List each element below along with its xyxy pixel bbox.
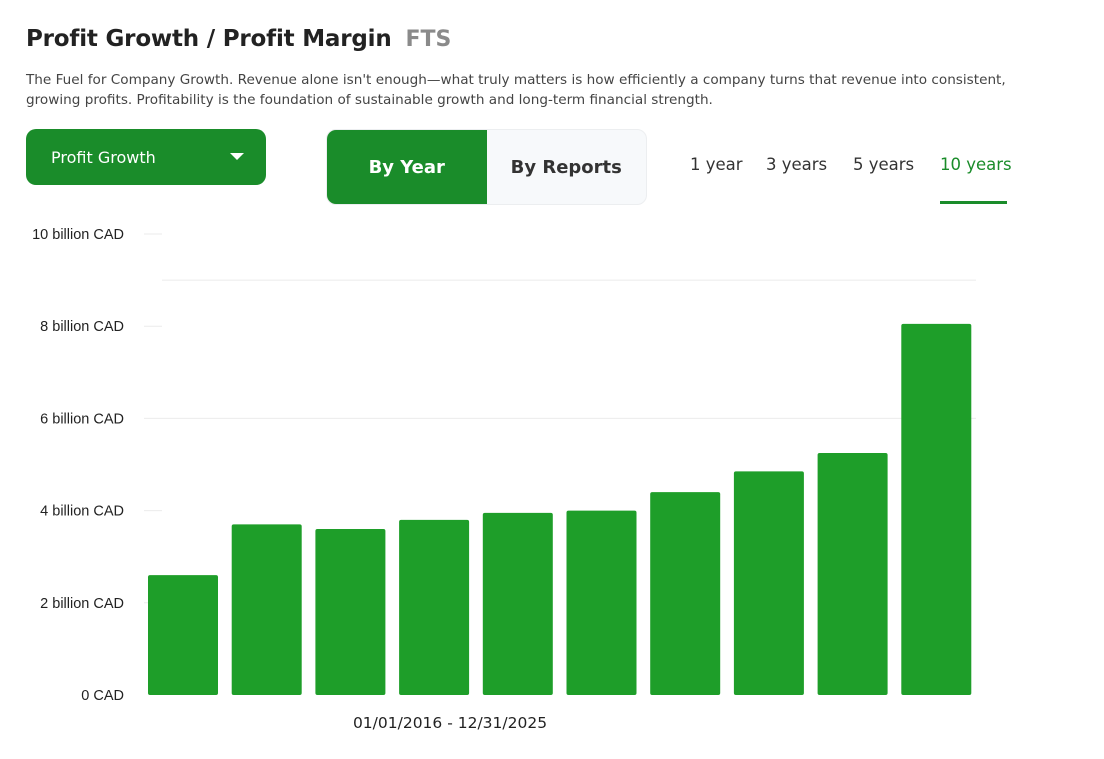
y-tick-label: 8 billion CAD xyxy=(40,319,124,335)
bar-5[interactable] xyxy=(566,510,637,695)
y-axis: 0 CAD 2 billion CAD 4 billion CAD 6 billion… xyxy=(32,227,162,704)
bar-2[interactable] xyxy=(315,529,386,695)
view-toggle: By Year By Reports xyxy=(326,129,647,205)
y-tick-label: 4 billion CAD xyxy=(40,504,124,520)
bar-8[interactable] xyxy=(817,452,888,695)
tab-1-year[interactable]: 1 year xyxy=(690,155,743,174)
bar-4[interactable] xyxy=(482,512,553,695)
x-axis-label: 01/01/2016 - 12/31/2025 xyxy=(353,714,547,732)
tab-10-years[interactable]: 10 years xyxy=(940,155,1012,174)
y-tick-label: 2 billion CAD xyxy=(40,596,124,612)
y-tick-label: 10 billion CAD xyxy=(32,227,124,243)
tab-5-years[interactable]: 5 years xyxy=(853,155,915,174)
title-row: Profit Growth / Profit Margin FTS xyxy=(26,26,451,52)
page-title: Profit Growth / Profit Margin xyxy=(26,26,392,52)
toggle-by-reports[interactable]: By Reports xyxy=(510,156,622,178)
ticker-symbol: FTS xyxy=(405,27,452,52)
bars-layer xyxy=(148,323,972,695)
bar-7[interactable] xyxy=(733,471,804,695)
chart-header: Profit Growth / Profit Margin FTS xyxy=(26,26,451,52)
tab-3-years[interactable]: 3 years xyxy=(766,155,828,174)
y-tick-label: 0 CAD xyxy=(81,688,124,704)
grid-layer xyxy=(162,279,976,419)
caret-down-icon xyxy=(230,153,244,160)
metric-dropdown-label: Profit Growth xyxy=(51,147,156,167)
bar-0[interactable] xyxy=(148,575,218,695)
bar-1[interactable] xyxy=(231,524,302,695)
bar-6[interactable] xyxy=(650,492,721,695)
bar-9[interactable] xyxy=(901,323,972,695)
metric-dropdown[interactable]: Profit Growth xyxy=(26,129,266,185)
toggle-by-year[interactable]: By Year xyxy=(327,130,487,204)
page-description: The Fuel for Company Growth. Revenue alo… xyxy=(26,72,1006,108)
bar-3[interactable] xyxy=(399,519,470,695)
profit-growth-chart: 0 CAD 2 billion CAD 4 billion CAD 6 billion… xyxy=(32,227,976,732)
active-tab-underline xyxy=(940,201,1007,204)
y-tick-label: 6 billion CAD xyxy=(40,411,124,427)
